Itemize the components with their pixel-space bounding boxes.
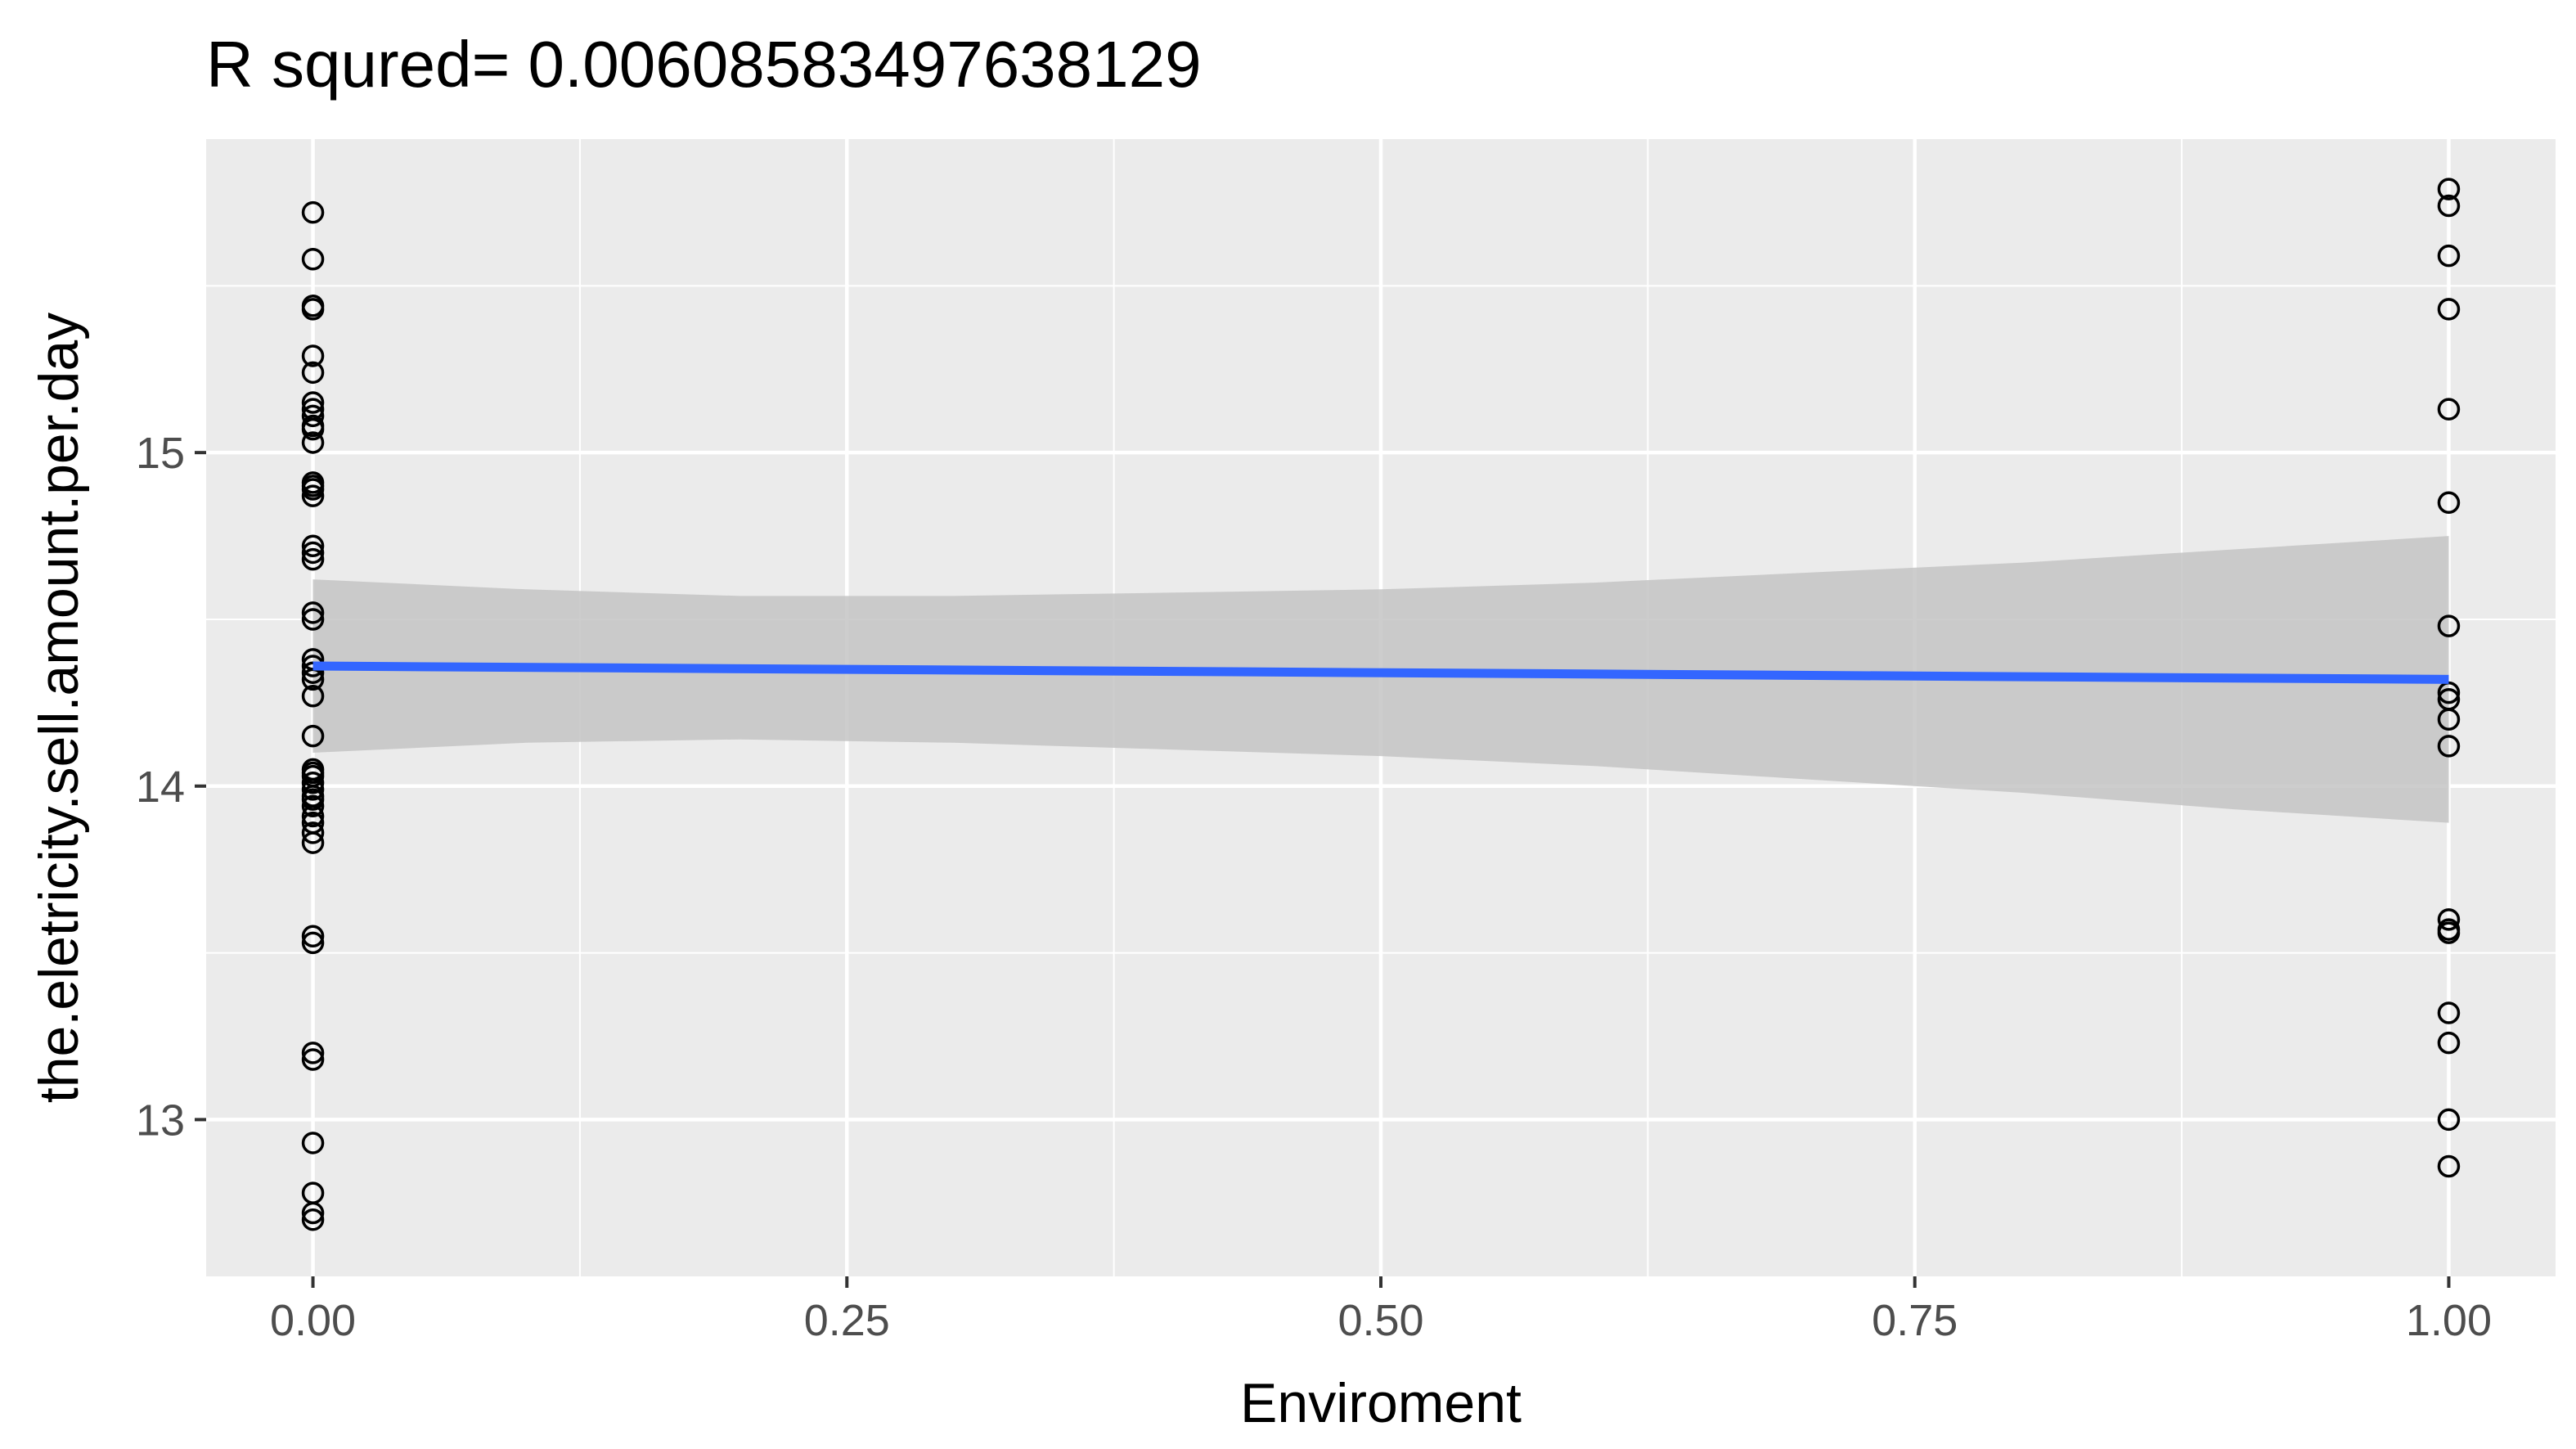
- data-point: [301, 931, 325, 955]
- y-tick-label: 15: [136, 429, 185, 478]
- data-point: [2437, 918, 2461, 941]
- chart-title: R squred= 0.00608583497638129: [206, 28, 1202, 101]
- y-tick-label: 14: [136, 763, 185, 812]
- data-point: [2437, 1154, 2461, 1178]
- data-point: [301, 778, 325, 801]
- y-tick-label: 13: [136, 1096, 185, 1145]
- data-point: [301, 771, 325, 794]
- data-point: [301, 404, 325, 428]
- data-point: [301, 724, 325, 748]
- data-point: [2437, 708, 2461, 731]
- data-point: [2437, 194, 2461, 218]
- data-point: [301, 534, 325, 558]
- data-point: [2437, 1031, 2461, 1055]
- data-point: [301, 541, 325, 565]
- data-points: [301, 178, 2461, 1231]
- data-point: [301, 608, 325, 631]
- x-tick-label: 0.75: [1872, 1296, 1958, 1345]
- y-axis-title: the.eletricity.sell.amount.per.day: [28, 313, 90, 1103]
- data-point: [2437, 398, 2461, 421]
- data-point: [301, 200, 325, 224]
- data-point: [2437, 491, 2461, 515]
- data-point: [301, 484, 325, 507]
- data-point: [301, 661, 325, 684]
- x-axis-title: Enviroment: [1240, 1372, 1522, 1434]
- y-axis: 13 14 15: [136, 429, 206, 1145]
- data-point: [301, 344, 325, 367]
- x-tick-label: 0.00: [270, 1296, 356, 1345]
- confidence-ribbon: [312, 536, 2449, 823]
- data-point: [301, 831, 325, 854]
- x-tick-label: 0.25: [804, 1296, 890, 1345]
- data-point: [301, 785, 325, 808]
- data-point: [2437, 614, 2461, 637]
- x-axis: 0.00 0.25 0.50 0.75 1.00: [270, 1276, 2492, 1345]
- data-point: [2437, 1001, 2461, 1024]
- data-point: [2437, 908, 2461, 931]
- data-point: [301, 298, 325, 321]
- data-point: [301, 1048, 325, 1071]
- x-tick-label: 1.00: [2406, 1296, 2492, 1345]
- data-point: [301, 547, 325, 571]
- data-point: [2437, 681, 2461, 704]
- data-point: [301, 414, 325, 438]
- data-point: [301, 1042, 325, 1064]
- data-point: [301, 684, 325, 708]
- data-point: [2437, 735, 2461, 758]
- data-point: [301, 1208, 325, 1231]
- data-point: [301, 1201, 325, 1225]
- data-point: [2437, 298, 2461, 321]
- data-point: [301, 361, 325, 385]
- data-point: [301, 1132, 325, 1154]
- data-point: [301, 475, 325, 497]
- data-point: [301, 431, 325, 454]
- data-point: [2437, 244, 2461, 268]
- data-point: [2437, 1108, 2461, 1132]
- regression-line: [312, 661, 2449, 684]
- data-point: [2437, 178, 2461, 200]
- data-point: [301, 821, 325, 844]
- data-point: [301, 601, 325, 624]
- x-tick-label: 0.50: [1337, 1296, 1423, 1345]
- data-point: [301, 794, 325, 817]
- data-point: [301, 247, 325, 271]
- data-point: [301, 391, 325, 414]
- data-point: [301, 925, 325, 947]
